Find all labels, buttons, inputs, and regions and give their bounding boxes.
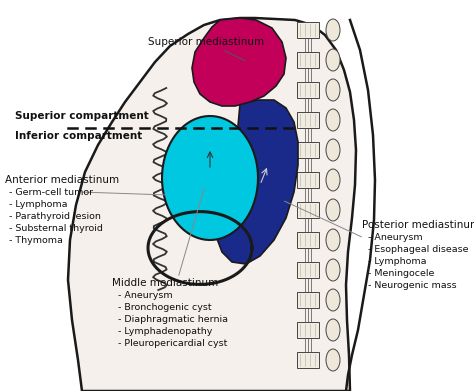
FancyBboxPatch shape — [297, 172, 319, 188]
Ellipse shape — [326, 109, 340, 131]
FancyBboxPatch shape — [297, 202, 319, 218]
FancyBboxPatch shape — [297, 112, 319, 128]
Text: - Bronchogenic cyst: - Bronchogenic cyst — [118, 303, 211, 312]
Text: Posterior mediastinum: Posterior mediastinum — [362, 220, 474, 230]
FancyBboxPatch shape — [297, 322, 319, 338]
Text: - Aneurysm: - Aneurysm — [368, 233, 423, 242]
Ellipse shape — [326, 19, 340, 41]
Text: Superior mediastinum: Superior mediastinum — [148, 37, 264, 61]
FancyBboxPatch shape — [297, 262, 319, 278]
Text: - Meningocele: - Meningocele — [368, 269, 434, 278]
FancyBboxPatch shape — [297, 292, 319, 308]
Text: Inferior compartment: Inferior compartment — [15, 131, 142, 141]
Text: Middle mediastinum: Middle mediastinum — [112, 278, 218, 288]
FancyBboxPatch shape — [297, 22, 319, 38]
Text: - Lymphoma: - Lymphoma — [9, 200, 67, 209]
Polygon shape — [192, 18, 286, 106]
Ellipse shape — [326, 289, 340, 311]
FancyBboxPatch shape — [297, 142, 319, 158]
Text: - Germ-cell tumor: - Germ-cell tumor — [9, 188, 93, 197]
FancyBboxPatch shape — [297, 232, 319, 248]
Text: - Neurogenic mass: - Neurogenic mass — [368, 281, 456, 290]
Text: - Pleuropericardial cyst: - Pleuropericardial cyst — [118, 339, 228, 348]
Text: Superior compartment: Superior compartment — [15, 111, 149, 121]
Polygon shape — [68, 18, 356, 391]
Text: - Substernal thyroid: - Substernal thyroid — [9, 224, 103, 233]
Ellipse shape — [326, 49, 340, 71]
Polygon shape — [162, 116, 258, 240]
Text: Anterior mediastinum: Anterior mediastinum — [5, 175, 119, 185]
Ellipse shape — [326, 319, 340, 341]
Ellipse shape — [326, 169, 340, 191]
Text: - Thymoma: - Thymoma — [9, 236, 63, 245]
Text: - Aneurysm: - Aneurysm — [118, 291, 173, 300]
Polygon shape — [214, 100, 298, 264]
Ellipse shape — [326, 259, 340, 281]
Text: - Esophageal disease: - Esophageal disease — [368, 245, 468, 254]
Text: - Lymphadenopathy: - Lymphadenopathy — [118, 327, 212, 336]
Text: - Lymphoma: - Lymphoma — [368, 257, 427, 266]
FancyBboxPatch shape — [297, 352, 319, 368]
Text: - Parathyroid lesion: - Parathyroid lesion — [9, 212, 101, 221]
Ellipse shape — [326, 79, 340, 101]
Ellipse shape — [326, 139, 340, 161]
Ellipse shape — [326, 199, 340, 221]
FancyBboxPatch shape — [297, 82, 319, 98]
Text: - Diaphragmatic hernia: - Diaphragmatic hernia — [118, 315, 228, 324]
Ellipse shape — [326, 349, 340, 371]
FancyBboxPatch shape — [297, 52, 319, 68]
Ellipse shape — [326, 229, 340, 251]
